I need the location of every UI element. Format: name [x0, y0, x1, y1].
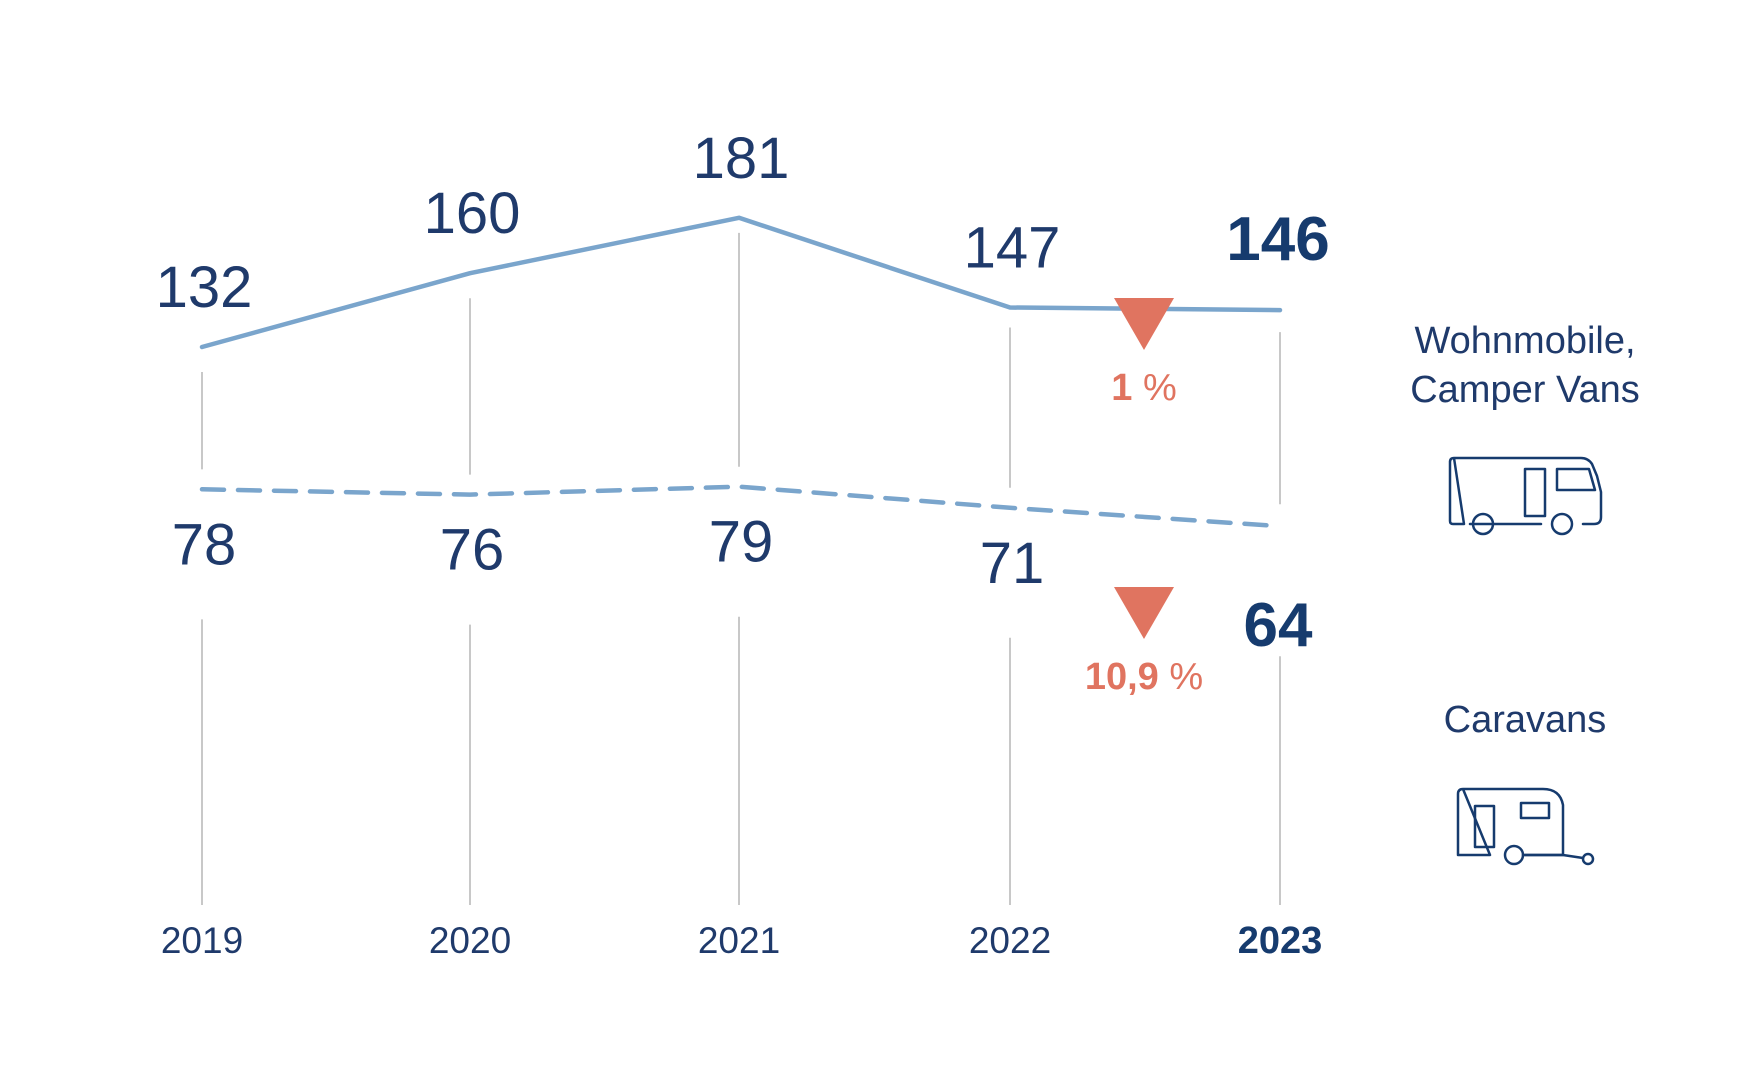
legend-label-motorhomes: Wohnmobile, [1414, 320, 1635, 362]
value-label-motorhomes-2020: 160 [424, 181, 521, 246]
value-label-motorhomes-2023: 146 [1226, 205, 1329, 274]
motorhome-icon [1448, 456, 1603, 536]
x-tick-label-2023: 2023 [1238, 920, 1323, 962]
x-axis: 2019 2020 2021 2022 2023 [161, 920, 1322, 962]
series-line-motorhomes [199, 215, 1283, 350]
legend-label-motorhomes-line2: Camper Vans [1410, 369, 1640, 411]
change-label-caravans: 10,9 % [1085, 656, 1203, 698]
value-label-caravans-2019: 78 [172, 512, 237, 577]
value-label-caravans-2023: 64 [1244, 591, 1313, 660]
change-label-motorhomes: 1 % [1111, 367, 1177, 409]
value-label-caravans-2020: 76 [440, 518, 505, 583]
value-label-motorhomes-2019: 132 [156, 255, 253, 320]
value-label-motorhomes-2022: 147 [964, 215, 1061, 280]
x-tick-label-2022: 2022 [969, 920, 1051, 961]
legend: Wohnmobile, Camper Vans Caravans [1410, 320, 1640, 866]
x-tick-label-2019: 2019 [161, 920, 243, 961]
legend-label-caravans: Caravans [1444, 699, 1607, 741]
value-label-caravans-2022: 71 [980, 531, 1045, 596]
decline-triangle-motorhomes [1114, 298, 1174, 350]
caravan-icon [1456, 787, 1595, 866]
value-labels: 132 160 181 147 146 78 76 79 71 64 [156, 126, 1330, 660]
value-label-motorhomes-2021: 181 [693, 126, 790, 191]
series-line-caravans [199, 484, 1283, 529]
decline-triangle-caravans [1114, 587, 1174, 639]
gridlines [201, 232, 1281, 905]
value-label-caravans-2021: 79 [709, 510, 774, 575]
series-lines [199, 215, 1283, 529]
change-indicators: 1 % 10,9 % [1085, 298, 1203, 698]
x-tick-label-2020: 2020 [429, 920, 511, 961]
x-tick-label-2021: 2021 [698, 920, 780, 961]
